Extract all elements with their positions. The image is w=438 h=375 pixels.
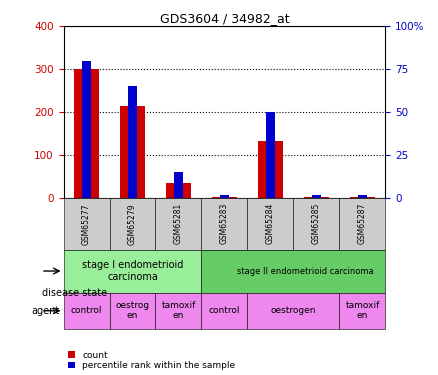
Text: GSM65279: GSM65279	[128, 203, 137, 244]
Bar	[155, 292, 201, 329]
Bar	[212, 197, 237, 198]
Bar	[128, 86, 137, 198]
Text: stage I endometrioid
carcinoma: stage I endometrioid carcinoma	[82, 260, 183, 282]
Bar	[266, 112, 275, 198]
Bar	[312, 195, 321, 198]
Bar	[82, 61, 91, 198]
Bar	[201, 198, 247, 249]
Bar	[247, 198, 293, 249]
Bar	[258, 141, 283, 198]
Bar	[174, 172, 183, 198]
Text: agent: agent	[31, 306, 59, 316]
Bar	[247, 292, 339, 329]
Bar	[120, 106, 145, 198]
Text: GSM65277: GSM65277	[82, 203, 91, 244]
Text: GSM65281: GSM65281	[174, 203, 183, 244]
Text: tamoxif
en: tamoxif en	[345, 301, 380, 321]
Bar	[220, 195, 229, 198]
Text: GSM65287: GSM65287	[358, 203, 367, 244]
Bar	[155, 198, 201, 249]
Bar	[339, 292, 385, 329]
Text: GSM65285: GSM65285	[312, 203, 321, 244]
Text: oestrogen: oestrogen	[271, 306, 316, 315]
Bar	[339, 198, 385, 249]
Bar	[64, 249, 201, 292]
Text: GSM65284: GSM65284	[266, 203, 275, 244]
Text: control: control	[209, 306, 240, 315]
Bar	[358, 195, 367, 198]
Text: stage II endometrioid carcinoma: stage II endometrioid carcinoma	[237, 267, 373, 276]
Bar	[304, 197, 329, 198]
Bar	[201, 292, 247, 329]
Text: GSM65283: GSM65283	[220, 203, 229, 244]
Bar	[201, 249, 385, 292]
Text: control: control	[71, 306, 102, 315]
Bar	[350, 197, 375, 198]
Text: disease state: disease state	[42, 288, 107, 297]
Text: oestrog
en: oestrog en	[116, 301, 149, 321]
Bar	[293, 198, 339, 249]
Bar	[64, 292, 110, 329]
Bar	[74, 69, 99, 198]
Bar	[110, 292, 155, 329]
Bar	[64, 198, 110, 249]
Legend: count, percentile rank within the sample: count, percentile rank within the sample	[68, 351, 236, 370]
Text: tamoxif
en: tamoxif en	[161, 301, 196, 321]
Bar	[110, 198, 155, 249]
Title: GDS3604 / 34982_at: GDS3604 / 34982_at	[160, 12, 289, 25]
Bar	[166, 183, 191, 198]
